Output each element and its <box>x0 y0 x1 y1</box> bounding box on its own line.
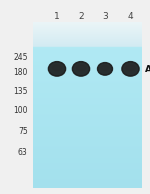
Ellipse shape <box>48 62 66 76</box>
Text: 3: 3 <box>102 12 108 21</box>
Text: 180: 180 <box>13 68 28 77</box>
Ellipse shape <box>101 65 109 70</box>
Text: ACE: ACE <box>145 65 150 74</box>
Ellipse shape <box>76 65 86 70</box>
Ellipse shape <box>126 65 135 70</box>
Text: 135: 135 <box>13 87 28 96</box>
Text: 2: 2 <box>78 12 84 21</box>
Ellipse shape <box>122 62 139 76</box>
Text: 1: 1 <box>54 12 60 21</box>
Ellipse shape <box>72 62 90 76</box>
Text: 4: 4 <box>128 12 133 21</box>
Text: 245: 245 <box>13 53 28 62</box>
Text: 100: 100 <box>13 106 28 115</box>
Ellipse shape <box>52 65 62 70</box>
Ellipse shape <box>98 62 112 75</box>
Text: 63: 63 <box>18 148 28 157</box>
Text: 75: 75 <box>18 127 28 136</box>
